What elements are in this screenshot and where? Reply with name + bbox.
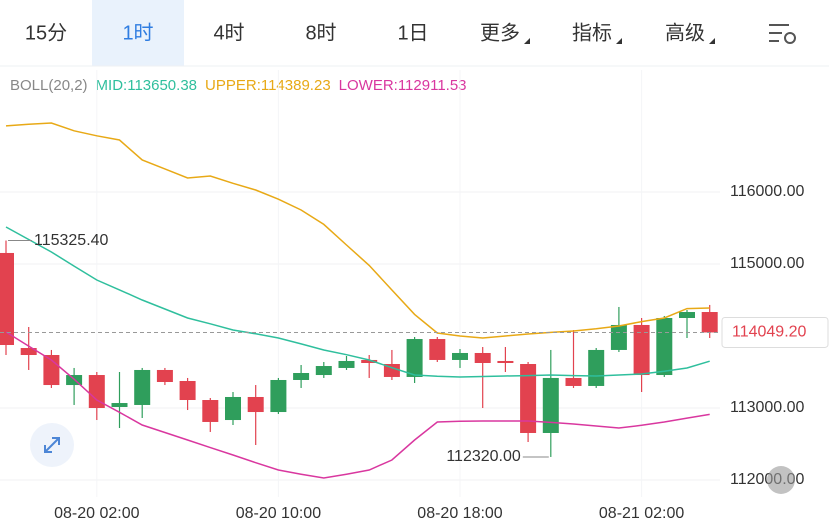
legend-entry: UPPER:114389.23 [205,77,331,94]
tab[interactable]: 指标 [572,21,612,44]
tab[interactable]: 8时 [305,21,336,44]
scroll-handle[interactable] [767,466,795,494]
candle-body [383,364,400,377]
tab[interactable]: 4时 [213,21,244,44]
y-tick-label: 113000.00 [730,399,805,416]
last-price-box [721,316,829,348]
settings-icon[interactable] [769,24,796,44]
candle-body [406,339,423,377]
candle-body [701,312,718,333]
x-tick-label: 08-20 02:00 [54,505,140,522]
boll-line [5,122,710,339]
candle-body [610,324,627,350]
candle-body [497,360,514,363]
candle-body [474,352,491,363]
expand-button[interactable] [30,423,74,467]
boll-line [5,226,710,378]
candle-body [111,403,128,407]
menu-caret [616,38,622,44]
plot: 112000.00113000.00115000.00116000.0008-2… [0,70,829,522]
candle-body [656,317,673,376]
candle-body [565,377,582,386]
candle-body [293,373,310,380]
candle-body [429,339,446,360]
candle-body [247,396,264,413]
candle-body [0,252,14,345]
tab[interactable]: 高级 [665,21,705,44]
candle-body [588,349,605,386]
x-tick-label: 08-20 10:00 [236,505,322,522]
menu-caret [524,38,530,44]
candle-body [225,396,241,421]
annotation-label: 112320.00 [446,448,521,465]
candle-body [542,377,559,433]
tab[interactable]: 1时 [122,21,153,44]
x-tick-label: 08-20 18:00 [417,505,503,522]
boll-line [5,331,710,479]
tab-active-bg [92,0,184,66]
legend-entry: MID:113650.38 [96,77,197,94]
candle-body [202,400,219,422]
candle-body [156,369,173,383]
tab[interactable]: 1日 [397,22,428,44]
candle-body [679,312,695,318]
candle-body [134,369,151,405]
y-tick-label: 116000.00 [730,183,805,200]
menu-caret [709,38,715,44]
candle-body [338,360,355,368]
x-tick-label: 08-21 02:00 [599,505,685,522]
candle-body [633,324,650,376]
tab-bar: 15分 1时 4时 8时 1日 更多 指标 高级 [25,0,715,66]
annotation-label: 115325.40 [34,232,109,249]
candle-body [270,379,287,413]
candle-body [361,359,378,363]
last-price-label: 114049.20 [732,324,807,341]
candle-body [452,352,468,360]
y-tick-label: 115000.00 [730,255,805,272]
tab[interactable]: 更多 [480,21,520,44]
candle-body [179,380,196,401]
candle-body [88,375,105,408]
tab[interactable]: 15分 [25,21,67,44]
indicator-label: BOLL(20,2) [10,77,88,94]
legend: BOLL(20,2) MID:113650.38 UPPER:114389.23 LO… [10,77,467,94]
legend-entry: LOWER:112911.53 [339,77,467,94]
candle-body [20,348,37,356]
candle-body [315,366,332,376]
candle-body [520,364,537,433]
